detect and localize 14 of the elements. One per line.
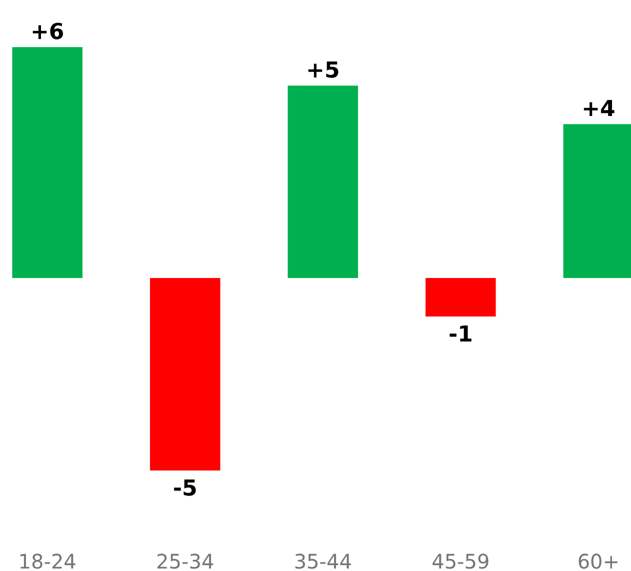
bar	[288, 86, 358, 278]
x-tick-label: 35-44	[294, 550, 352, 571]
bar	[12, 47, 82, 278]
bar	[150, 278, 220, 471]
data-label: +4	[582, 97, 616, 122]
bar	[426, 278, 496, 317]
x-tick-label: 25-34	[156, 550, 214, 571]
data-label: +6	[30, 20, 64, 46]
data-label: -5	[172, 476, 198, 502]
data-label: -1	[448, 322, 473, 348]
x-tick-label: 45-59	[432, 550, 490, 571]
data-label: +5	[306, 58, 340, 84]
x-tick-label: 18-24	[18, 550, 76, 571]
x-tick-label: 60+	[577, 550, 620, 571]
